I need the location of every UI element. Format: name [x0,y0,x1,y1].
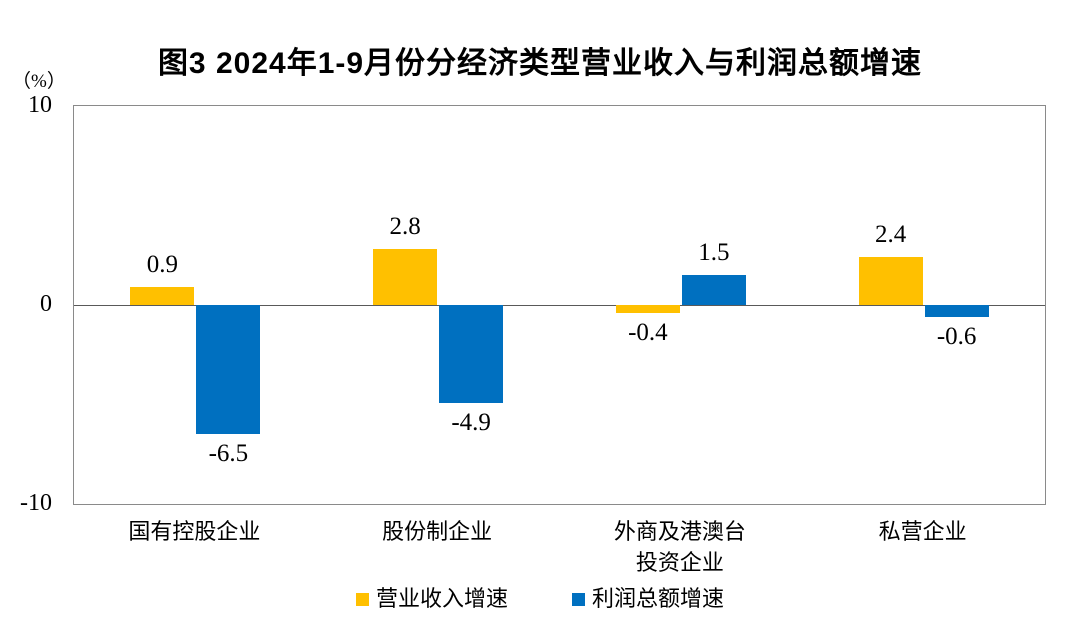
y-tick-label-1: 0 [40,291,52,317]
bar-value-label-series1-cat2: 1.5 [698,239,730,267]
bar-series1-cat2 [681,275,746,305]
x-category-label-1: 股份制企业 [382,519,493,544]
bar-value-label-series1-cat1: -4.9 [451,408,491,436]
chart-title: 图3 2024年1-9月份分经济类型营业收入与利润总额增速 [157,47,923,80]
bar-value-label-series0-cat2: -0.4 [628,318,668,346]
bar-series1-cat3 [924,305,989,317]
bar-series0-cat1 [373,249,438,305]
bar-series1-cat1 [439,305,504,403]
y-tick-label-0: 10 [28,92,52,118]
x-category-label-0: 国有控股企业 [128,519,261,544]
x-category-label-3: 私营企业 [878,519,967,544]
y-tick-label-2: -10 [20,490,52,516]
legend-label: 利润总额增速 [592,586,725,611]
y-axis-unit-label: （%） [12,71,66,92]
legend-label: 营业收入增速 [375,586,508,611]
bar-series1-cat0 [196,305,261,435]
bar-value-label-series1-cat0: -6.5 [208,440,249,468]
bar-value-label-series1-cat3: -0.6 [936,322,977,350]
bar-series0-cat3 [858,257,923,305]
legend-swatch-icon [355,592,369,606]
x-category-label-2: 外商及港澳台 投资企业 [613,519,746,575]
zero-gridline [74,305,1045,306]
bar-value-label-series0-cat0: 0.9 [146,251,178,279]
legend: 营业收入增速 利润总额增速 [0,586,1080,612]
legend-item-0: 营业收入增速 [355,586,508,612]
bar-series0-cat2 [615,305,680,313]
legend-swatch-icon [572,592,585,606]
bar-series0-cat0 [130,287,195,305]
x-axis-category-labels: 国有控股企业 股份制企业 外商及港澳台 投资企业 私营企业 [73,516,1044,582]
bar-value-label-series0-cat1: 2.8 [389,213,421,241]
plot-area: 0.9 -6.5 2.8 -4.9 -0.4 1.5 2.4 -0.6 [73,105,1046,505]
bar-value-label-series0-cat3: 2.4 [875,221,907,249]
legend-item-1: 利润总额增速 [572,586,724,612]
